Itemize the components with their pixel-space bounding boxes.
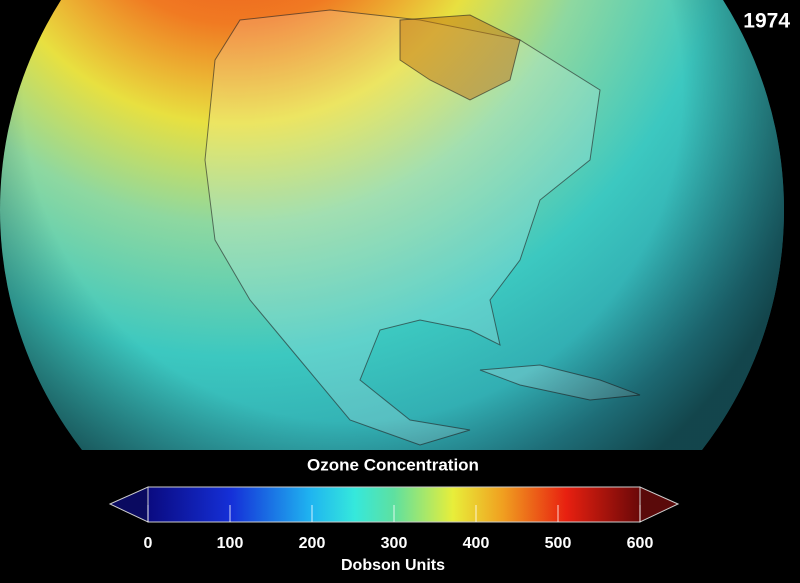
tick-label: 300 [381,535,408,552]
tick-label: 0 [144,535,153,552]
colorbar-label: Dobson Units [341,557,445,574]
colorbar-title: Ozone Concentration [307,455,479,474]
tick-label: 600 [627,535,654,552]
tick-label: 100 [217,535,244,552]
tick-label: 200 [299,535,326,552]
tick-label: 500 [545,535,572,552]
tick-label: 400 [463,535,490,552]
year: 1974 [743,10,790,33]
